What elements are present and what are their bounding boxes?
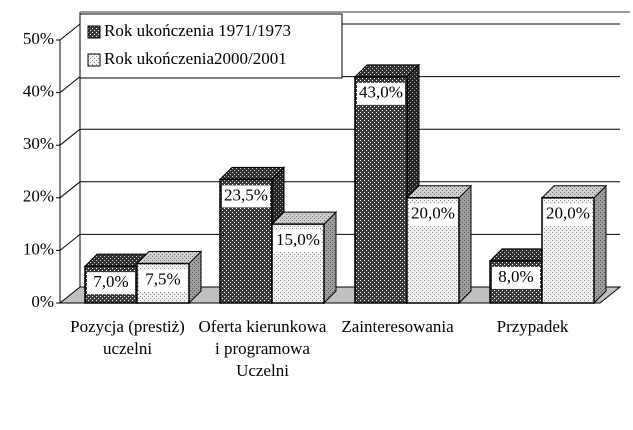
bar: [354, 76, 408, 304]
bar-side-shade: [324, 212, 336, 303]
grid-line-side: [59, 23, 81, 41]
bar-top-shade: [355, 64, 419, 77]
data-label-bg: [357, 82, 405, 105]
bar-side-shade: [459, 185, 471, 303]
x-tick-label: Oferta kierunkowa i programowa Uczelni: [198, 317, 327, 380]
grid-line-side: [59, 181, 81, 199]
data-label-bg: [544, 203, 592, 226]
y-tick-label: 20%: [23, 187, 54, 206]
bar-side-shade: [594, 185, 606, 303]
data-label-bg: [87, 272, 135, 295]
bar-top-shade: [542, 185, 606, 198]
legend-swatch: [87, 53, 101, 67]
x-tick-label: Przypadek: [496, 317, 569, 336]
legend-label: Rok ukończenia2000/2001: [104, 49, 287, 68]
data-label-bg: [139, 269, 187, 292]
y-tick-label: 10%: [23, 239, 54, 258]
y-tick-label: 30%: [23, 134, 54, 153]
data-label-bg: [222, 185, 270, 208]
legend-box: [79, 13, 343, 79]
data-label: 7,5%: [145, 269, 180, 288]
y-tick-label: 0%: [31, 292, 54, 311]
data-label-bg: [492, 266, 540, 289]
data-label: 15,0%: [276, 230, 320, 249]
data-label-bg: [409, 203, 457, 226]
data-label: 20,0%: [411, 204, 455, 223]
y-tick-label: 40%: [23, 82, 54, 101]
data-label: 8,0%: [498, 267, 533, 286]
y-tick-label: 50%: [23, 29, 54, 48]
x-tick-label: Pozycja (prestiż) uczelni: [70, 317, 185, 358]
x-tick-label: Zainteresowania: [341, 317, 454, 336]
grid-line-side: [59, 234, 81, 251]
grid-line-side: [59, 128, 81, 146]
data-label: 23,5%: [224, 185, 268, 204]
grid-line-side: [59, 76, 81, 93]
bar-top-shade: [272, 212, 336, 225]
data-label-bg: [274, 230, 322, 253]
legend-swatch: [87, 25, 101, 39]
bar-top-shade: [137, 251, 201, 264]
bar-top-shade: [407, 185, 471, 198]
bar-side-shade: [189, 251, 201, 303]
data-label: 7,0%: [93, 272, 128, 291]
data-label: 20,0%: [546, 204, 590, 223]
data-label: 43,0%: [359, 83, 403, 102]
bar-top-shade: [220, 167, 284, 180]
bar-top-shade: [85, 254, 149, 267]
legend-label: Rok ukończenia 1971/1973: [104, 21, 291, 40]
bar-top-shade: [490, 248, 554, 261]
